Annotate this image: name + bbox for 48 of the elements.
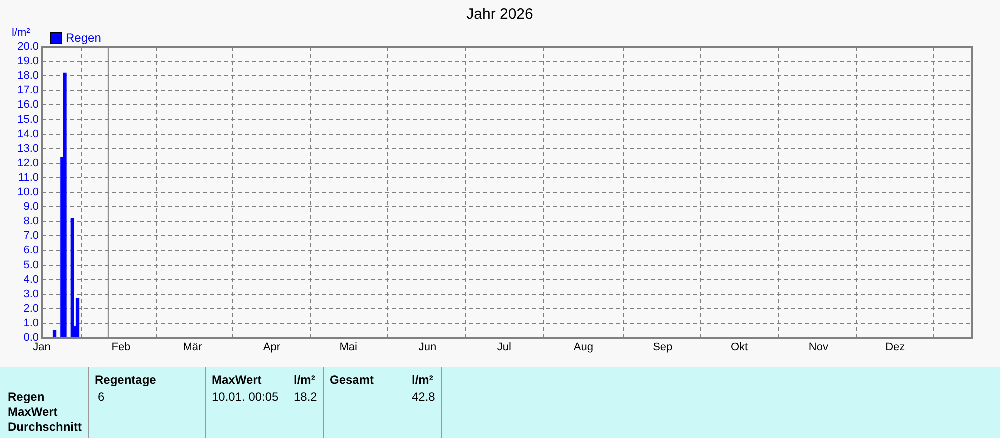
text: Durchschnitt — [8, 420, 82, 434]
text: MaxWert — [8, 405, 58, 419]
text: 18.2 — [294, 390, 318, 404]
x-tick-label: Mär — [183, 342, 203, 354]
y-tick-label: 19.0 — [18, 56, 39, 68]
text: Regen — [8, 390, 45, 404]
x-tick-label: Jan — [33, 342, 51, 354]
x-tick-label: Okt — [730, 342, 748, 354]
y-tick-label: 3.0 — [24, 288, 39, 300]
y-tick-label: 14.0 — [18, 128, 39, 140]
y-tick-label: 7.0 — [24, 230, 39, 242]
y-tick-label: 16.0 — [18, 99, 39, 112]
text: 42.8 — [412, 390, 436, 404]
x-tick-label: Apr — [263, 342, 281, 354]
x-tick-label: Mai — [340, 342, 358, 354]
chart-title: Jahr 2026 — [466, 6, 534, 23]
legend-label: Regen — [66, 31, 102, 45]
x-tick-label: Jun — [418, 342, 437, 354]
x-tick-label: Dez — [886, 342, 906, 354]
text: MaxWert — [212, 373, 262, 387]
x-tick-label: Feb — [112, 342, 131, 354]
y-tick-label: 18.0 — [18, 70, 39, 82]
y-tick-label: 15.0 — [18, 114, 39, 126]
text: 6 — [98, 390, 105, 404]
text: 10.01. 00:05 — [212, 390, 279, 404]
text: Gesamt — [330, 373, 374, 387]
y-tick-label: 10.0 — [18, 186, 39, 199]
text: l/m² — [412, 373, 434, 387]
y-tick-label: 17.0 — [18, 84, 39, 97]
y-axis-title: l/m² — [12, 27, 30, 39]
y-tick-label: 2.0 — [24, 302, 39, 315]
y-tick-label: 4.0 — [24, 274, 39, 286]
y-tick-label: 1.0 — [24, 317, 39, 330]
bar — [63, 72, 67, 338]
y-tick-label: 6.0 — [24, 244, 39, 257]
y-tick-label: 5.0 — [24, 259, 39, 272]
x-tick-label: Sep — [653, 342, 673, 354]
y-tick-label: 11.0 — [18, 172, 39, 184]
x-tick-label: Nov — [808, 342, 829, 354]
y-tick-label: 20.0 — [18, 41, 39, 54]
x-tick-label: Aug — [574, 342, 594, 354]
x-tick-label: Jul — [497, 342, 512, 354]
y-tick-label: 9.0 — [24, 201, 39, 214]
y-tick-label: 12.0 — [18, 157, 39, 170]
y-tick-label: 8.0 — [24, 216, 39, 228]
text: Regentage — [95, 373, 156, 387]
y-tick-label: 13.0 — [18, 142, 39, 155]
text: l/m² — [294, 373, 316, 387]
